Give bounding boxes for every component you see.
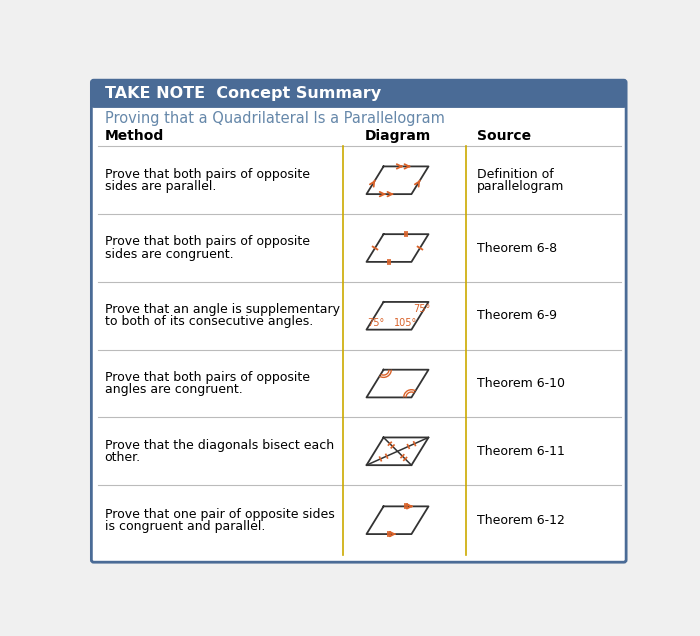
FancyBboxPatch shape [92, 80, 626, 562]
Text: Proving that a Quadrilateral Is a Parallelogram: Proving that a Quadrilateral Is a Parall… [104, 111, 444, 126]
Text: 75°: 75° [368, 318, 384, 328]
Text: Theorem 6-9: Theorem 6-9 [477, 309, 556, 322]
Text: other.: other. [104, 451, 141, 464]
Text: Prove that an angle is supplementary: Prove that an angle is supplementary [104, 303, 340, 316]
Text: sides are parallel.: sides are parallel. [104, 180, 216, 193]
Text: Prove that both pairs of opposite: Prove that both pairs of opposite [104, 168, 309, 181]
Text: Prove that one pair of opposite sides: Prove that one pair of opposite sides [104, 508, 335, 520]
FancyBboxPatch shape [92, 80, 626, 108]
Text: to both of its consecutive angles.: to both of its consecutive angles. [104, 315, 313, 328]
Text: TAKE NOTE  Concept Summary: TAKE NOTE Concept Summary [104, 86, 381, 100]
Text: Theorem 6-8: Theorem 6-8 [477, 242, 556, 254]
Text: Theorem 6-10: Theorem 6-10 [477, 377, 564, 390]
Text: is congruent and parallel.: is congruent and parallel. [104, 520, 265, 533]
Text: Source: Source [477, 129, 531, 143]
Text: Prove that both pairs of opposite: Prove that both pairs of opposite [104, 235, 309, 249]
Text: angles are congruent.: angles are congruent. [104, 384, 242, 396]
Text: Method: Method [104, 129, 164, 143]
Text: 75°: 75° [414, 304, 431, 314]
Text: Theorem 6-11: Theorem 6-11 [477, 445, 564, 458]
Text: Definition of: Definition of [477, 168, 553, 181]
Text: Prove that the diagonals bisect each: Prove that the diagonals bisect each [104, 439, 334, 452]
Text: Diagram: Diagram [365, 129, 430, 143]
Text: Theorem 6-12: Theorem 6-12 [477, 514, 564, 527]
Text: sides are congruent.: sides are congruent. [104, 247, 233, 261]
Text: Prove that both pairs of opposite: Prove that both pairs of opposite [104, 371, 309, 384]
Text: parallelogram: parallelogram [477, 180, 564, 193]
Text: 105°: 105° [393, 318, 417, 328]
